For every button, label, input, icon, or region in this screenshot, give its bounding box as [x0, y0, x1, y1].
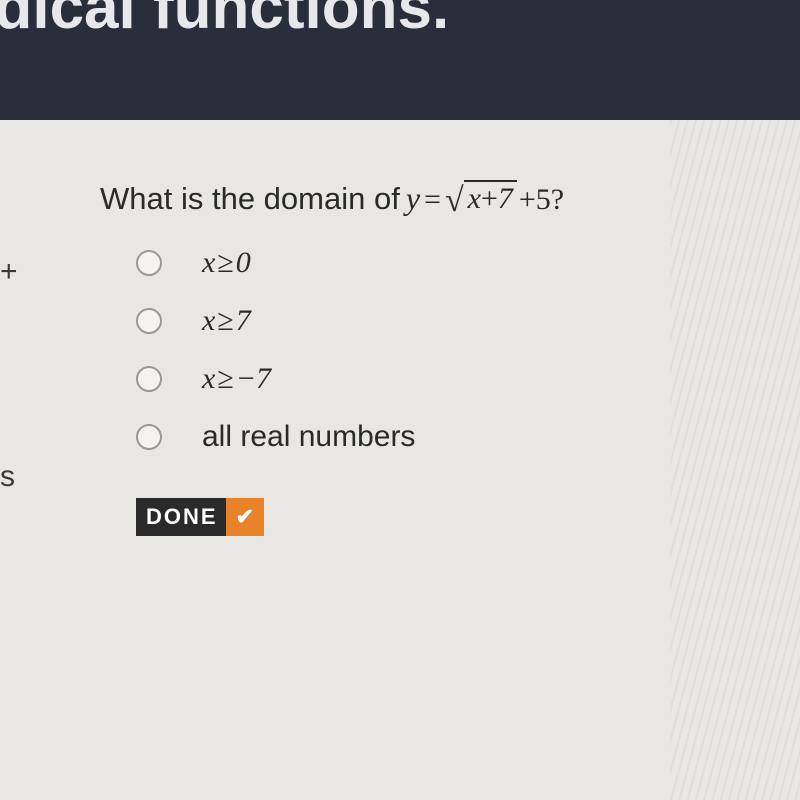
- done-button[interactable]: DONE ✔: [136, 498, 264, 536]
- radicand-num: 7: [498, 182, 513, 215]
- options-group: x≥0 x≥7 x≥−7 all real numbers: [136, 246, 760, 454]
- page-header: adical functions.: [0, 0, 800, 120]
- option-label: x≥0: [202, 246, 251, 280]
- sidebar-plus-icon: +: [0, 255, 18, 289]
- radio-icon[interactable]: [136, 250, 162, 276]
- check-icon: ✔: [226, 498, 264, 536]
- option-row[interactable]: all real numbers: [136, 420, 760, 454]
- math-tail: +5?: [519, 183, 564, 217]
- option-label: all real numbers: [202, 420, 415, 454]
- option-label: x≥−7: [202, 362, 271, 396]
- done-label: DONE: [136, 498, 226, 536]
- math-expression: y = √ x+7 +5?: [406, 180, 564, 218]
- opt-ge: ≥: [217, 304, 233, 337]
- opt-ge: ≥: [217, 246, 233, 279]
- math-equals: =: [424, 183, 441, 217]
- option-row[interactable]: x≥0: [136, 246, 760, 280]
- opt-x: x: [202, 362, 215, 395]
- question-text: What is the domain of y = √ x+7 +5?: [100, 180, 760, 218]
- opt-x: x: [202, 246, 215, 279]
- radicand: x+7: [464, 180, 517, 216]
- opt-x: x: [202, 304, 215, 337]
- radio-icon[interactable]: [136, 424, 162, 450]
- option-row[interactable]: x≥7: [136, 304, 760, 338]
- option-label: x≥7: [202, 304, 251, 338]
- sqrt-expression: √ x+7: [445, 180, 517, 218]
- radio-icon[interactable]: [136, 366, 162, 392]
- radio-icon[interactable]: [136, 308, 162, 334]
- header-title: adical functions.: [0, 0, 449, 43]
- radicand-x: x: [468, 182, 481, 215]
- sidebar-s-label: s: [0, 460, 15, 494]
- sqrt-symbol: √: [445, 182, 464, 220]
- opt-val: −7: [236, 362, 271, 395]
- radicand-plus: +: [481, 182, 498, 215]
- question-lead: What is the domain of: [100, 181, 400, 217]
- opt-val: 0: [236, 246, 251, 279]
- option-row[interactable]: x≥−7: [136, 362, 760, 396]
- opt-ge: ≥: [217, 362, 233, 395]
- math-variable-y: y: [406, 180, 420, 217]
- opt-val: 7: [236, 304, 251, 337]
- question-panel: + s What is the domain of y = √ x+7 +5? …: [0, 120, 800, 800]
